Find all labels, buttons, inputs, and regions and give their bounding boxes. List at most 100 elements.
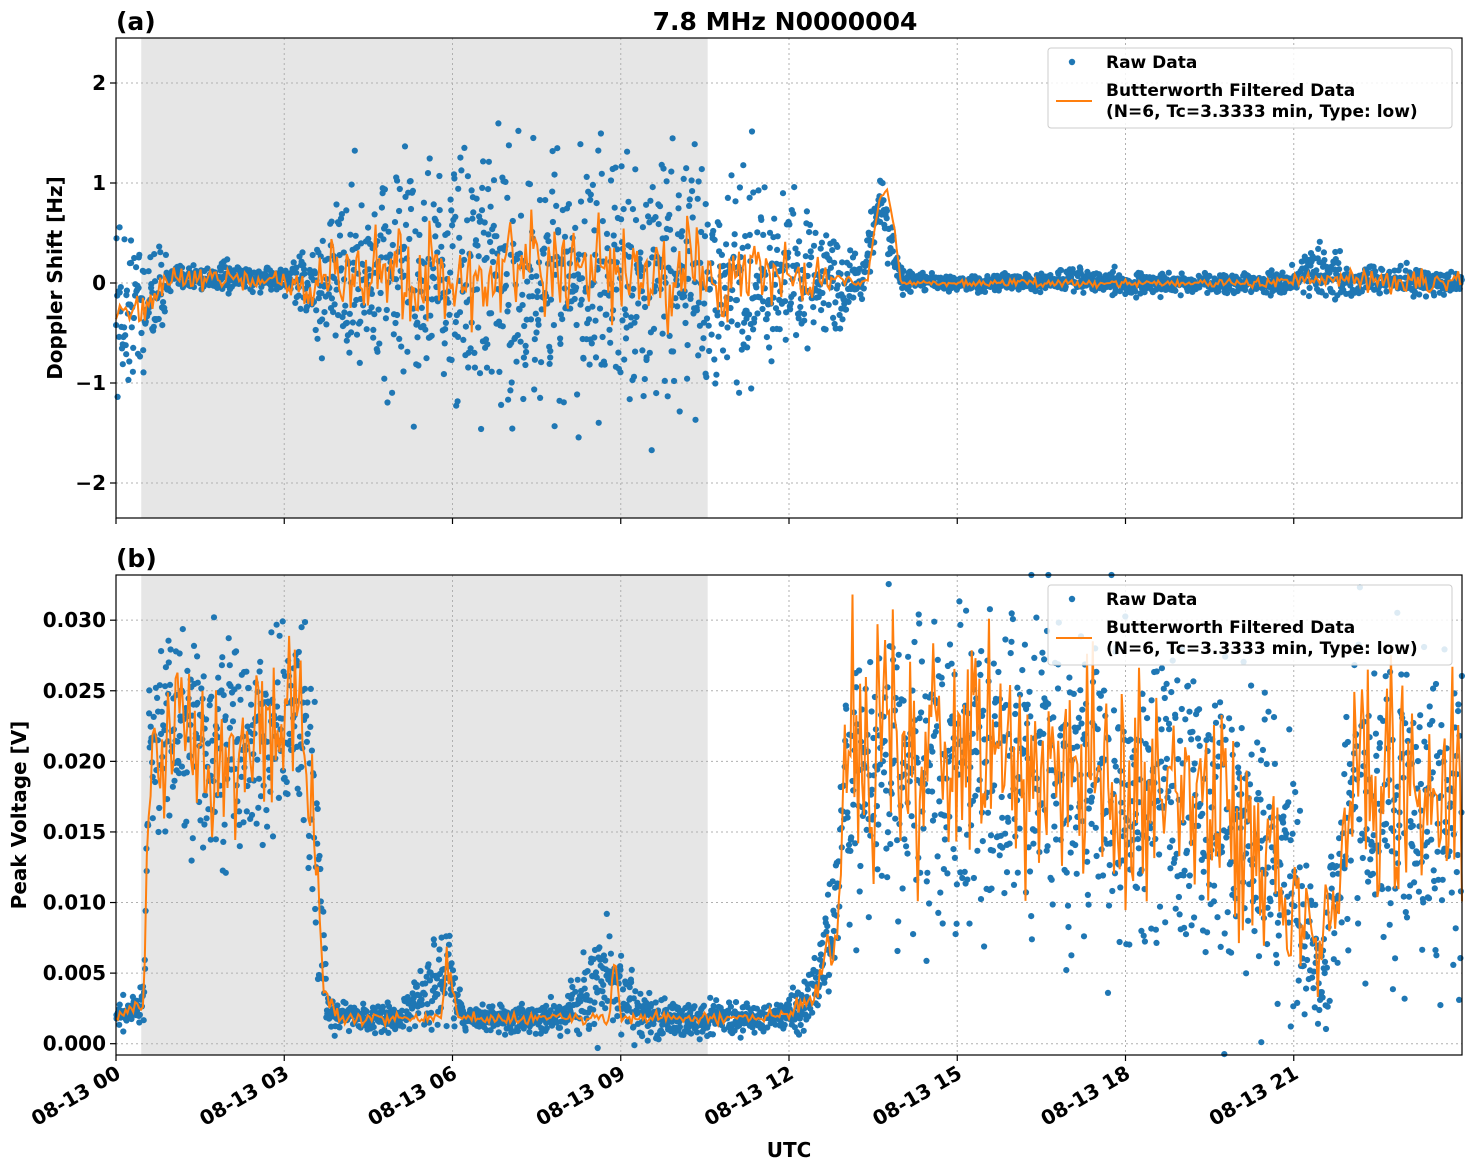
raw-data-point (457, 154, 464, 161)
raw-data-point (472, 237, 480, 244)
raw-data-point (664, 393, 671, 400)
raw-data-point (693, 307, 701, 314)
raw-data-point (307, 685, 314, 693)
raw-data-point (1152, 926, 1159, 933)
raw-data-point (806, 221, 814, 228)
raw-data-point (504, 308, 511, 315)
raw-data-point (878, 781, 885, 788)
raw-data-point (122, 342, 129, 349)
raw-data-point (701, 233, 709, 240)
raw-data-point (490, 177, 498, 184)
raw-data-point (776, 326, 783, 333)
raw-data-point (621, 306, 629, 313)
raw-data-point (620, 206, 627, 213)
raw-data-point (576, 1031, 583, 1038)
raw-data-point (1100, 687, 1108, 694)
raw-data-point (415, 362, 422, 369)
raw-data-point (235, 683, 242, 690)
raw-data-point (977, 896, 985, 903)
raw-data-point (1268, 267, 1275, 274)
raw-data-point (229, 718, 237, 725)
raw-data-point (343, 319, 351, 326)
raw-data-point (1285, 799, 1292, 806)
raw-data-point (599, 333, 606, 341)
raw-data-point (425, 961, 432, 968)
raw-data-point (1188, 736, 1195, 743)
raw-data-point (208, 693, 215, 700)
raw-data-point (136, 251, 143, 258)
raw-data-point (1248, 751, 1255, 758)
raw-data-point (204, 265, 211, 272)
raw-data-point (844, 270, 851, 278)
raw-data-point (412, 228, 419, 235)
raw-data-point (581, 218, 588, 225)
raw-data-point (580, 949, 587, 956)
raw-data-point (531, 386, 538, 393)
raw-data-point (257, 658, 264, 666)
raw-data-point (987, 832, 995, 839)
raw-data-point (446, 311, 453, 318)
raw-data-point (628, 979, 635, 986)
raw-data-point (1267, 911, 1274, 918)
raw-data-point (314, 335, 321, 342)
raw-data-point (116, 224, 123, 231)
raw-data-point (674, 303, 681, 310)
raw-data-point (746, 311, 753, 318)
raw-data-point (301, 685, 308, 692)
raw-data-point (926, 900, 933, 907)
raw-data-point (622, 311, 630, 319)
raw-data-point (892, 815, 899, 822)
raw-data-point (907, 288, 914, 295)
raw-data-point (502, 1031, 509, 1038)
raw-data-point (1289, 830, 1296, 837)
raw-data-point (136, 1011, 143, 1018)
raw-data-point (368, 290, 375, 297)
raw-data-point (179, 626, 186, 633)
raw-data-point (860, 285, 867, 292)
raw-data-point (502, 178, 509, 185)
raw-data-point (123, 351, 130, 358)
raw-data-point (603, 230, 611, 237)
raw-data-point (1007, 650, 1014, 657)
raw-data-point (1335, 259, 1342, 267)
raw-data-point (868, 786, 876, 793)
raw-data-point (603, 311, 610, 318)
raw-data-point (1001, 890, 1008, 897)
raw-data-point (628, 314, 635, 321)
raw-data-point (688, 177, 695, 184)
raw-data-point (1065, 924, 1072, 931)
raw-data-point (121, 324, 128, 331)
panel-a-label: (a) (116, 7, 156, 36)
raw-data-point (451, 975, 459, 982)
raw-data-point (158, 648, 165, 655)
raw-data-point (607, 339, 614, 346)
raw-data-point (669, 135, 676, 142)
raw-data-point (693, 1029, 701, 1036)
raw-data-point (184, 667, 191, 675)
raw-data-point (1287, 837, 1294, 844)
raw-data-point (1028, 913, 1035, 920)
raw-data-point (847, 247, 854, 254)
raw-data-point (390, 331, 397, 338)
raw-data-point (1206, 272, 1213, 279)
raw-data-point (394, 311, 401, 319)
raw-data-point (1026, 868, 1034, 875)
raw-data-point (414, 319, 421, 326)
raw-data-point (830, 927, 838, 935)
raw-data-point (343, 337, 350, 344)
raw-data-point (274, 679, 281, 686)
raw-data-point (389, 389, 396, 396)
raw-data-point (819, 289, 826, 297)
raw-data-point (1031, 827, 1039, 834)
raw-data-point (370, 1024, 377, 1031)
raw-data-point (442, 326, 449, 333)
raw-data-point (1174, 677, 1181, 684)
raw-data-point (254, 756, 261, 763)
raw-data-point (1104, 989, 1112, 997)
raw-data-point (116, 1021, 123, 1028)
raw-data-point (655, 1036, 662, 1043)
raw-data-point (731, 231, 738, 238)
raw-data-point (319, 316, 326, 323)
raw-data-point (218, 662, 225, 669)
raw-data-point (932, 728, 939, 735)
